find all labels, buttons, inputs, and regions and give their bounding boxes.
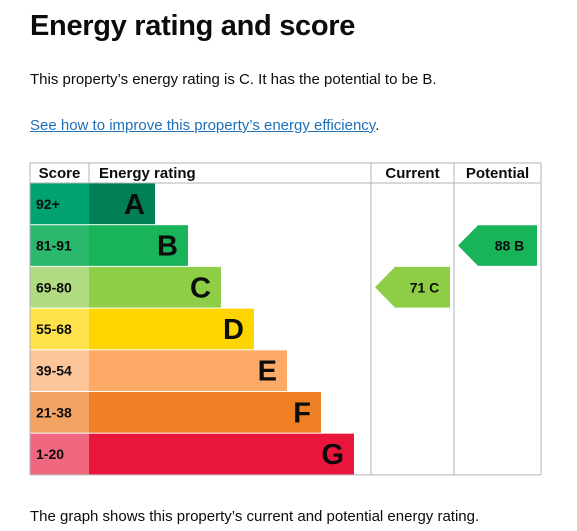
score-label: 21-38 <box>36 404 72 420</box>
potential-rating-label: 88 B <box>495 238 525 254</box>
score-cell <box>30 433 89 475</box>
score-label: 55-68 <box>36 321 72 337</box>
score-cell <box>30 392 89 433</box>
score-cell <box>30 183 89 225</box>
rating-letter: F <box>293 397 311 429</box>
header-potential: Potential <box>466 165 529 182</box>
score-cell <box>30 266 89 308</box>
improve-efficiency-link[interactable]: See how to improve this property’s energ… <box>30 117 376 134</box>
rating-bands: 92+ A 81-91 B 69-80 C 55-68 D 39-54 E 21-38 F 1-20 G <box>30 183 354 475</box>
rating-letter: E <box>258 356 277 388</box>
score-label: 92+ <box>36 196 60 212</box>
score-label: 39-54 <box>36 363 72 379</box>
rating-bar <box>89 225 188 266</box>
rating-bar <box>89 308 254 350</box>
improve-efficiency-link-wrapper: See how to improve this property’s energ… <box>30 117 379 134</box>
rating-letter: G <box>321 439 344 471</box>
rating-bar <box>89 266 221 308</box>
score-cell <box>30 308 89 350</box>
rating-letter: B <box>157 231 178 263</box>
rating-bar <box>89 183 155 225</box>
current-rating-label: 71 C <box>410 279 440 295</box>
header-energy-rating: Energy rating <box>99 165 196 182</box>
rating-letter: D <box>223 314 244 346</box>
page-title: Energy rating and score <box>30 10 356 42</box>
rating-bar <box>89 392 321 433</box>
score-label: 69-80 <box>36 279 72 295</box>
score-cell <box>30 350 89 391</box>
header-current: Current <box>385 165 439 182</box>
chart-headers: Score Energy rating Current Potential <box>39 165 530 182</box>
rating-bar <box>89 433 354 475</box>
score-cell <box>30 225 89 266</box>
potential-rating-arrow <box>458 225 537 266</box>
rating-arrows: 71 C 88 B <box>375 225 537 308</box>
link-suffix: . <box>375 117 380 134</box>
header-score: Score <box>39 165 81 182</box>
chart-caption: The graph shows this property’s current … <box>30 508 480 525</box>
rating-bar <box>89 350 287 391</box>
rating-letter: A <box>124 189 145 221</box>
score-label: 81-91 <box>36 238 72 254</box>
rating-summary: This property’s energy rating is C. It h… <box>30 71 437 88</box>
rating-letter: C <box>190 272 211 304</box>
chart-grid <box>29 162 542 476</box>
current-rating-arrow <box>375 266 450 308</box>
score-label: 1-20 <box>36 446 64 462</box>
